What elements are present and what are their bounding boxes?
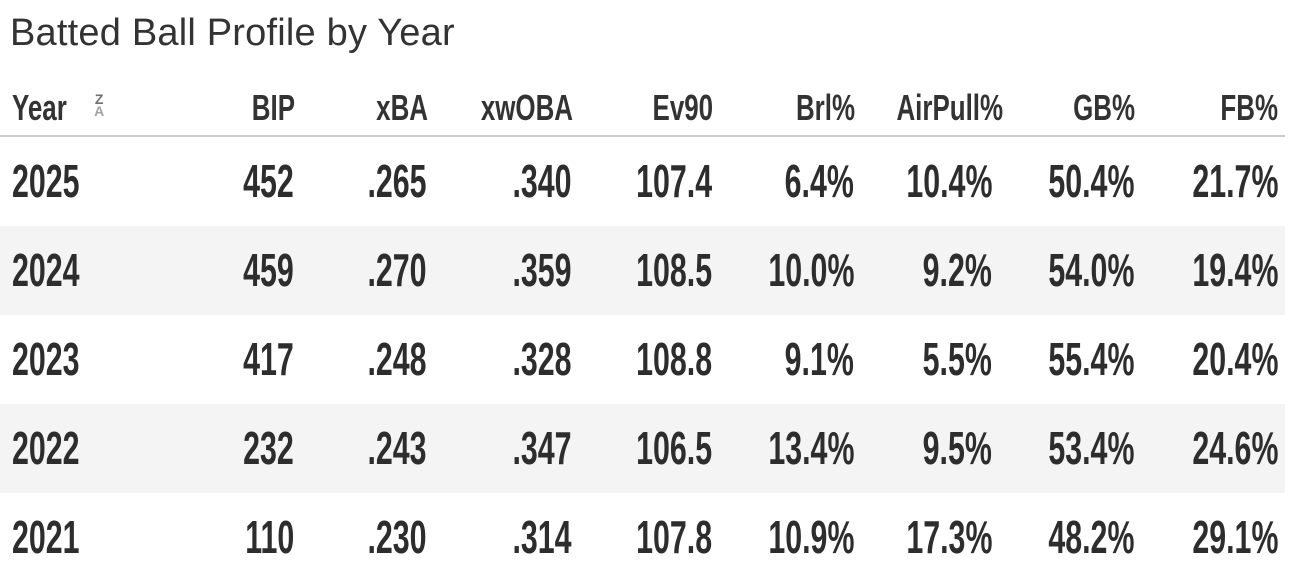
column-header-xwoba[interactable]: xwOBA	[428, 64, 573, 137]
brl-pct-cell: 6.4%	[784, 155, 854, 208]
year-cell: 2021	[0, 492, 160, 580]
table-row-2021: 2021 110 .230 .314 107.8 10.9% 17.3% 48.…	[0, 492, 1285, 580]
fb-pct-cell: 29.1%	[1135, 492, 1285, 580]
column-header-ev90[interactable]: Ev90	[573, 64, 713, 137]
gb-pct-cell: 53.4%	[1047, 422, 1134, 475]
ev90-cell: 106.5	[636, 422, 712, 475]
header-row: Year Z A BIP xBA xwOBA Ev90 Brl% AirPull…	[0, 64, 1285, 137]
xba-cell: .230	[295, 492, 428, 580]
sort-descending-icon[interactable]: Z A	[94, 91, 105, 119]
brl-pct-cell: 10.9%	[713, 492, 855, 580]
airpull-pct-cell: 5.5%	[922, 333, 992, 386]
airpull-pct-cell: 9.2%	[922, 244, 992, 297]
ev90-cell: 108.5	[636, 244, 712, 297]
sort-icon-letter-z: Z	[94, 91, 104, 108]
gb-pct-cell: 55.4%	[1047, 333, 1134, 386]
ev90-cell: 107.8	[573, 492, 713, 580]
gb-pct-cell: 48.2%	[993, 492, 1135, 580]
year-cell: 2023	[12, 333, 80, 386]
table-row-2022: 2022 232 .243 .347 106.5 13.4% 9.5% 53.4…	[0, 403, 1285, 493]
page-title: Batted Ball Profile by Year	[10, 12, 455, 54]
xba-cell: .243	[367, 422, 427, 475]
year-cell: 2025	[12, 155, 80, 208]
column-header-brl-pct[interactable]: Brl%	[713, 64, 855, 137]
airpull-pct-cell: 9.5%	[922, 422, 992, 475]
fb-pct-cell: 24.6%	[1191, 422, 1278, 475]
sort-icon-letter-a: A	[94, 102, 105, 119]
year-cell: 2022	[12, 422, 80, 475]
xwoba-cell: .359	[512, 244, 572, 297]
ev90-cell: 108.8	[636, 333, 712, 386]
column-header-xba[interactable]: xBA	[295, 64, 428, 137]
year-cell: 2024	[12, 244, 80, 297]
fb-pct-cell: 20.4%	[1191, 333, 1278, 386]
ev90-cell: 107.4	[636, 155, 712, 208]
table-row-2025: 2025 452 .265 .340 107.4 6.4% 10.4% 50.4…	[0, 136, 1285, 226]
brl-pct-cell: 10.0%	[767, 244, 854, 297]
xwoba-cell: .340	[512, 155, 572, 208]
bip-cell: 452	[243, 155, 294, 208]
gb-pct-cell: 54.0%	[1047, 244, 1134, 297]
xwoba-cell: .314	[428, 492, 573, 580]
fb-pct-cell: 19.4%	[1191, 244, 1278, 297]
xwoba-cell: .347	[512, 422, 572, 475]
bip-cell: 232	[243, 422, 294, 475]
column-header-airpull-pct[interactable]: AirPull%	[855, 64, 1003, 137]
bip-cell: 459	[243, 244, 294, 297]
column-header-year-label: Year	[12, 86, 67, 128]
fb-pct-cell: 21.7%	[1191, 155, 1278, 208]
xwoba-cell: .328	[512, 333, 572, 386]
bip-cell: 417	[243, 333, 294, 386]
column-header-year[interactable]: Year Z A	[0, 64, 160, 137]
brl-pct-cell: 9.1%	[784, 333, 854, 386]
batted-ball-profile-table: Year Z A BIP xBA xwOBA Ev90 Brl% AirPull…	[0, 64, 1285, 580]
gb-pct-cell: 50.4%	[1047, 155, 1134, 208]
table-row-2023: 2023 417 .248 .328 108.8 9.1% 5.5% 55.4%…	[0, 315, 1285, 404]
column-header-gb-pct[interactable]: GB%	[993, 64, 1135, 137]
bip-cell: 110	[160, 492, 295, 580]
airpull-pct-cell: 17.3%	[855, 492, 993, 580]
table-row-2024: 2024 459 .270 .359 108.5 10.0% 9.2% 54.0…	[0, 225, 1285, 315]
xba-cell: .270	[367, 244, 427, 297]
xba-cell: .265	[367, 155, 427, 208]
column-header-fb-pct[interactable]: FB%	[1135, 64, 1285, 137]
xba-cell: .248	[367, 333, 427, 386]
brl-pct-cell: 13.4%	[767, 422, 854, 475]
airpull-pct-cell: 10.4%	[905, 155, 992, 208]
column-header-bip[interactable]: BIP	[160, 64, 295, 137]
